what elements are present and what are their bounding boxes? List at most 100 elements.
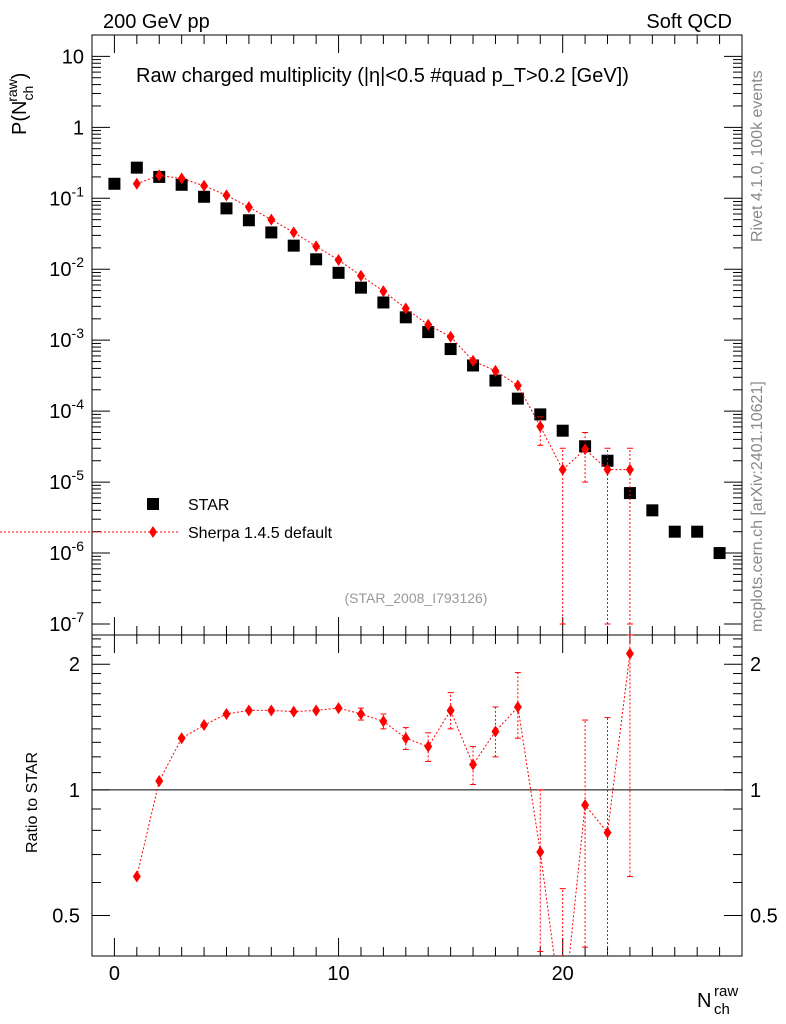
ratio-data-point — [401, 732, 410, 745]
sherpa-data-point — [446, 330, 455, 343]
ratio-y-tick-label-left: 2 — [69, 654, 80, 676]
sherpa-data-point — [155, 169, 164, 182]
sherpa-data-point — [581, 443, 590, 456]
legend-star-label: STAR — [188, 497, 229, 514]
sherpa-data-point — [491, 364, 500, 377]
sherpa-data-point — [289, 226, 298, 239]
sherpa-data-point — [625, 463, 634, 476]
ratio-data-point — [244, 704, 253, 717]
ratio-y-tick-label-left: 0.5 — [52, 906, 80, 928]
ratio-data-point — [289, 705, 298, 718]
legend-star-marker — [147, 498, 159, 510]
svg-text:P(Nchraw): P(Nchraw) — [4, 73, 36, 135]
sherpa-data-point — [513, 379, 522, 392]
main-y-tick-label: 10 — [62, 46, 84, 68]
main-y-tick-label: 10-4 — [49, 396, 84, 423]
ratio-data-point — [312, 704, 321, 717]
svg-text:raw: raw — [714, 983, 738, 1000]
star-data-point — [354, 281, 367, 294]
star-data-point — [489, 374, 502, 387]
x-tick-label: 20 — [552, 963, 574, 985]
ratio-data-point — [491, 725, 500, 738]
star-data-point — [332, 266, 345, 279]
star-data-point — [713, 547, 726, 560]
main-plot-frame — [91, 34, 743, 636]
sherpa-data-point — [603, 463, 612, 476]
ratio-data-point — [379, 715, 388, 728]
star-data-point — [108, 177, 121, 190]
sherpa-data-point — [244, 201, 253, 214]
ratio-y-tick-label-right: 0.5 — [750, 906, 778, 928]
ratio-y-tick-label-left: 1 — [69, 780, 80, 802]
star-data-point — [198, 190, 211, 203]
ratio-data-point — [155, 775, 164, 788]
main-axis-ticks: 10-7 10-6 10-5 10-4 10-3 10-2 10-1 1 10 — [49, 34, 743, 636]
sherpa-data-point — [334, 253, 343, 266]
ratio-data-layer — [132, 634, 634, 956]
sherpa-data-point — [401, 302, 410, 315]
sherpa-data-point — [558, 463, 567, 476]
ratio-data-point — [424, 740, 433, 753]
star-data-point — [601, 454, 614, 467]
chart-title: Raw charged multiplicity (|η|<0.5 #quad … — [136, 65, 629, 87]
svg-text:N: N — [697, 990, 711, 1012]
star-data-point — [623, 487, 636, 500]
legend-sherpa-label: Sherpa 1.4.5 default — [188, 525, 333, 542]
legend-sherpa-marker — [149, 526, 157, 538]
sherpa-data-point — [469, 354, 478, 367]
star-data-point — [444, 343, 457, 356]
ratio-data-point — [469, 758, 478, 771]
main-data-layer — [108, 161, 726, 625]
header-left: 200 GeV pp — [103, 11, 210, 33]
chart-title-text: Raw charged multiplicity (|η|<0.5 #quad … — [136, 65, 629, 87]
svg-text:ch: ch — [714, 1001, 730, 1018]
sherpa-data-point — [312, 240, 321, 253]
star-data-point — [646, 504, 659, 517]
sherpa-data-point — [424, 318, 433, 331]
ratio-data-point — [513, 700, 522, 713]
ratio-data-point — [625, 647, 634, 660]
sherpa-data-point — [200, 179, 209, 192]
ratio-data-point — [200, 719, 209, 732]
ratio-data-point — [603, 826, 612, 839]
sherpa-data-point — [267, 213, 276, 226]
star-data-point — [220, 202, 233, 215]
ratio-data-point — [222, 707, 231, 720]
x-axis-label: N ch raw — [697, 983, 738, 1018]
ratio-data-point — [267, 704, 276, 717]
main-y-tick-label: 10-1 — [49, 183, 84, 210]
star-data-point — [422, 326, 435, 339]
ratio-plot-frame — [91, 634, 743, 957]
main-y-tick-label: 1 — [73, 117, 84, 139]
x-tick-label: 10 — [327, 963, 349, 985]
main-y-tick-label: 10-6 — [49, 538, 84, 565]
ratio-axis-ticks: 0 10 20 0.5 0.5 1 1 2 2 — [52, 635, 778, 985]
sherpa-data-point — [356, 269, 365, 282]
star-data-point — [556, 424, 569, 437]
star-data-point — [310, 253, 323, 266]
star-data-point — [175, 178, 188, 191]
sherpa-data-point — [132, 177, 141, 190]
star-data-point — [242, 214, 255, 227]
sherpa-data-point — [222, 189, 231, 202]
star-data-point — [668, 525, 681, 538]
sherpa-data-point — [379, 285, 388, 298]
ratio-data-point — [536, 845, 545, 858]
star-data-point — [377, 296, 390, 309]
star-data-point — [534, 408, 547, 421]
star-data-point — [130, 161, 143, 174]
main-y-tick-label: 10-3 — [49, 325, 84, 352]
star-data-point — [511, 392, 524, 405]
ratio-data-point — [356, 707, 365, 720]
header-right: Soft QCD — [646, 11, 732, 33]
ratio-data-point — [581, 799, 590, 812]
star-data-point — [399, 311, 412, 324]
ratio-y-tick-label-right: 1 — [750, 780, 761, 802]
star-data-point — [265, 226, 278, 239]
star-data-point — [691, 525, 704, 538]
sherpa-data-point — [177, 172, 186, 185]
legend: STAR Sherpa 1.4.5 default — [0, 497, 333, 542]
ratio-data-point — [334, 702, 343, 715]
main-y-tick-label: 10-2 — [49, 254, 84, 281]
